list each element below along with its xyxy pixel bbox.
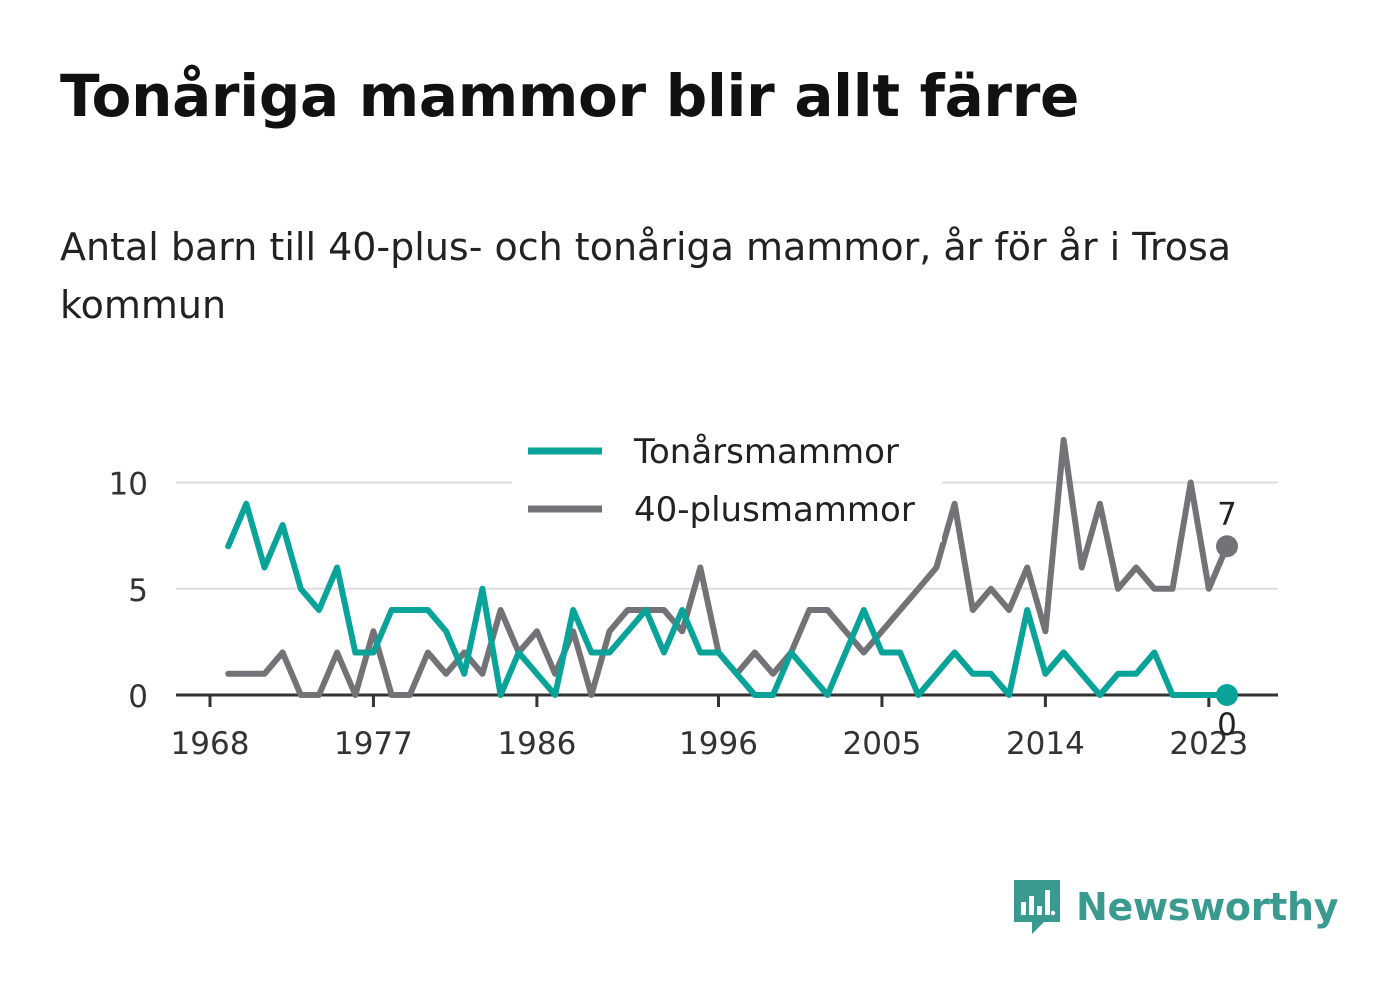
x-axis: 1968 1977 1986 1996 2005 2014 2023 <box>171 693 1278 762</box>
series-lines <box>225 437 1230 698</box>
end-point <box>1216 535 1238 558</box>
newsworthy-logo-icon <box>1014 880 1060 934</box>
x-tick-label: 2023 <box>1169 726 1248 762</box>
y-tick-label: 10 <box>109 467 148 503</box>
legend-label: 40-plusmammor <box>634 490 915 530</box>
x-tick-label: 1977 <box>334 726 413 762</box>
legend-label: Tonårsmammor <box>633 432 899 472</box>
brand: Newsworthy <box>1012 878 1339 936</box>
y-axis-ticks: 0 5 10 <box>109 467 148 716</box>
x-tick-label: 1986 <box>497 726 576 762</box>
x-tick-label: 1968 <box>171 726 250 762</box>
legend: Tonårsmammor 40-plusmammor <box>512 424 942 542</box>
x-tick-label: 2014 <box>1006 726 1085 762</box>
x-tick-label: 1996 <box>679 726 758 762</box>
end-labels: 07 <box>1216 496 1238 743</box>
y-tick-label: 5 <box>128 573 148 609</box>
series-line <box>225 500 1230 698</box>
end-label: 0 <box>1217 707 1237 743</box>
y-tick-label: 0 <box>128 679 148 715</box>
end-point <box>1216 684 1238 706</box>
legend-box <box>512 424 942 542</box>
x-tick-label: 2005 <box>842 726 921 762</box>
end-label: 7 <box>1217 496 1237 532</box>
brand-name: Newsworthy <box>1076 885 1339 929</box>
chart-title: Tonåriga mammor blir allt färre <box>60 62 1080 130</box>
chart-subtitle: Antal barn till 40-plus- och tonåriga ma… <box>60 225 1232 327</box>
